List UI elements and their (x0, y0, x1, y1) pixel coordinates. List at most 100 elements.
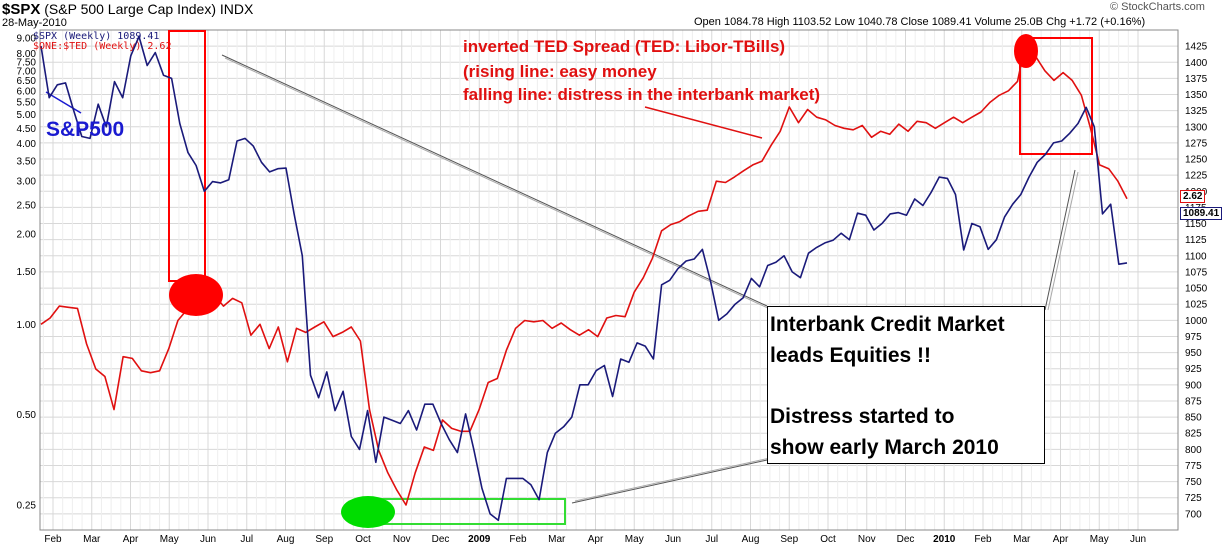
chart-grid (40, 30, 1178, 530)
connector-line-6 (1047, 171, 1079, 311)
x-tick-label: Apr (123, 534, 139, 545)
left-tick-label: 7.00 (17, 66, 37, 77)
symbol-header: $SPX (S&P 500 Large Cap Index) INDX (2, 1, 253, 18)
right-tick-label: 1400 (1185, 58, 1208, 69)
x-tick-label: Aug (742, 534, 760, 545)
x-tick-label: Apr (1053, 534, 1069, 545)
left-tick-label: 2.00 (17, 230, 37, 241)
chart-date: 28-May-2010 (2, 17, 67, 29)
right-tick-label: 1275 (1185, 138, 1208, 149)
right-tick-label: 1050 (1185, 284, 1208, 295)
x-tick-label: 2010 (933, 534, 956, 545)
red-rect-may-2008 (168, 30, 206, 282)
symbol-desc: (S&P 500 Large Cap Index) (44, 1, 216, 17)
x-tick-label: May (160, 534, 179, 545)
x-tick-label: Oct (355, 534, 371, 545)
x-tick-label: Oct (820, 534, 836, 545)
last-value-ted: 2.62 (1180, 190, 1206, 203)
right-tick-label: 1150 (1185, 219, 1207, 230)
right-tick-label: 1075 (1185, 267, 1208, 278)
spx-series-line (40, 35, 1128, 522)
sp500-label: S&P500 (46, 118, 125, 141)
annotation-box (767, 306, 1045, 464)
left-tick-label: 7.50 (17, 57, 37, 68)
connector-line-5 (1044, 169, 1076, 311)
x-axis: Feb Mar Apr May Jun Jul Aug Sep Oct Nov Dec 2009 Feb… (44, 534, 1146, 545)
right-tick-label: 725 (1185, 493, 1202, 504)
x-tick-label: Dec (897, 534, 915, 545)
annotation-line-3: falling line: distress in the interbank … (463, 85, 821, 104)
x-tick-label: May (1090, 534, 1109, 545)
x-tick-label: Dec (432, 534, 450, 545)
series-group (40, 37, 1128, 506)
connector-lines (45, 54, 1079, 504)
red-rect-mar-2010 (1019, 37, 1093, 155)
x-tick-label: Sep (315, 534, 333, 545)
right-tick-label: 875 (1185, 396, 1202, 407)
x-tick-label: Jul (240, 534, 253, 545)
left-tick-label: 1.00 (17, 320, 37, 331)
connector-line-4 (574, 457, 771, 502)
right-tick-label: 1375 (1185, 74, 1208, 85)
left-tick-label: 2.50 (17, 200, 37, 211)
left-tick-label: 0.25 (17, 501, 37, 512)
last-value-spx: 1089.41 (1180, 207, 1223, 220)
left-tick-label: 6.50 (17, 76, 37, 87)
red-ellipse-may-2008 (169, 274, 223, 316)
left-tick-label: 4.50 (17, 124, 37, 135)
right-tick-label: 1300 (1185, 122, 1208, 133)
right-tick-label: 850 (1185, 413, 1202, 424)
x-tick-label: May (625, 534, 644, 545)
x-tick-label: Nov (858, 534, 876, 545)
x-tick-label: Nov (393, 534, 411, 545)
box-text-2: leads Equities !! (770, 344, 932, 367)
right-tick-label: 700 (1185, 509, 1202, 520)
right-tick-label: 750 (1185, 477, 1202, 488)
plot-frame (39, 29, 1179, 531)
left-tick-label: 8.00 (17, 49, 37, 60)
right-tick-label: 1350 (1185, 90, 1208, 101)
red-ellipse-mar-2010 (1014, 34, 1038, 68)
right-tick-label: 1425 (1185, 42, 1208, 53)
credit-text: © StockCharts.com (1110, 1, 1205, 13)
left-tick-label: 3.50 (17, 157, 37, 168)
x-tick-label: Jun (1130, 534, 1146, 545)
x-tick-label: Jun (200, 534, 216, 545)
right-tick-label: 1000 (1185, 316, 1208, 327)
left-tick-label: 5.50 (17, 98, 37, 109)
x-tick-label: Jul (705, 534, 718, 545)
right-tick-label: 975 (1185, 332, 1202, 343)
legend-ted: $ONE:$TED (Weekly) 2.62 (33, 41, 172, 52)
exchange: INDX (219, 1, 254, 17)
right-tick-label: 950 (1185, 348, 1202, 359)
left-tick-label: 6.00 (17, 86, 37, 97)
left-tick-label: 9.00 (17, 34, 37, 45)
green-ellipse-oct-2008 (341, 496, 395, 528)
right-tick-label: 1325 (1185, 106, 1208, 117)
right-tick-label: 775 (1185, 461, 1202, 472)
x-tick-label: Feb (44, 534, 62, 545)
x-tick-label: Jun (665, 534, 681, 545)
x-tick-label: 2009 (468, 534, 491, 545)
annotation-line-1: inverted TED Spread (TED: Libor-TBills) (463, 37, 786, 56)
annotation-arrow-blue (45, 91, 82, 114)
x-tick-label: Feb (974, 534, 992, 545)
left-tick-label: 3.00 (17, 177, 37, 188)
highlight-ellipses (169, 34, 1038, 528)
x-tick-label: Apr (588, 534, 604, 545)
symbol: $SPX (2, 1, 41, 18)
right-tick-label: 925 (1185, 364, 1202, 375)
left-tick-label: 0.50 (17, 410, 37, 421)
left-axis: 0.25 0.50 1.00 1.50 2.00 2.50 3.00 3.50 4.00 4.50… (17, 34, 37, 512)
x-tick-label: Mar (548, 534, 566, 545)
x-tick-label: Mar (83, 534, 101, 545)
right-tick-label: 825 (1185, 429, 1202, 440)
right-tick-label: 800 (1185, 445, 1202, 456)
ted-series-line (40, 37, 1128, 506)
annotation-line-2: (rising line: easy money (463, 62, 657, 81)
x-tick-label: Sep (780, 534, 798, 545)
right-axis: 700 725 750 775 800 825 850 875 900 925 950 975 1000… (1185, 42, 1208, 521)
x-tick-label: Aug (277, 534, 295, 545)
left-tick-label: 4.00 (17, 139, 37, 150)
